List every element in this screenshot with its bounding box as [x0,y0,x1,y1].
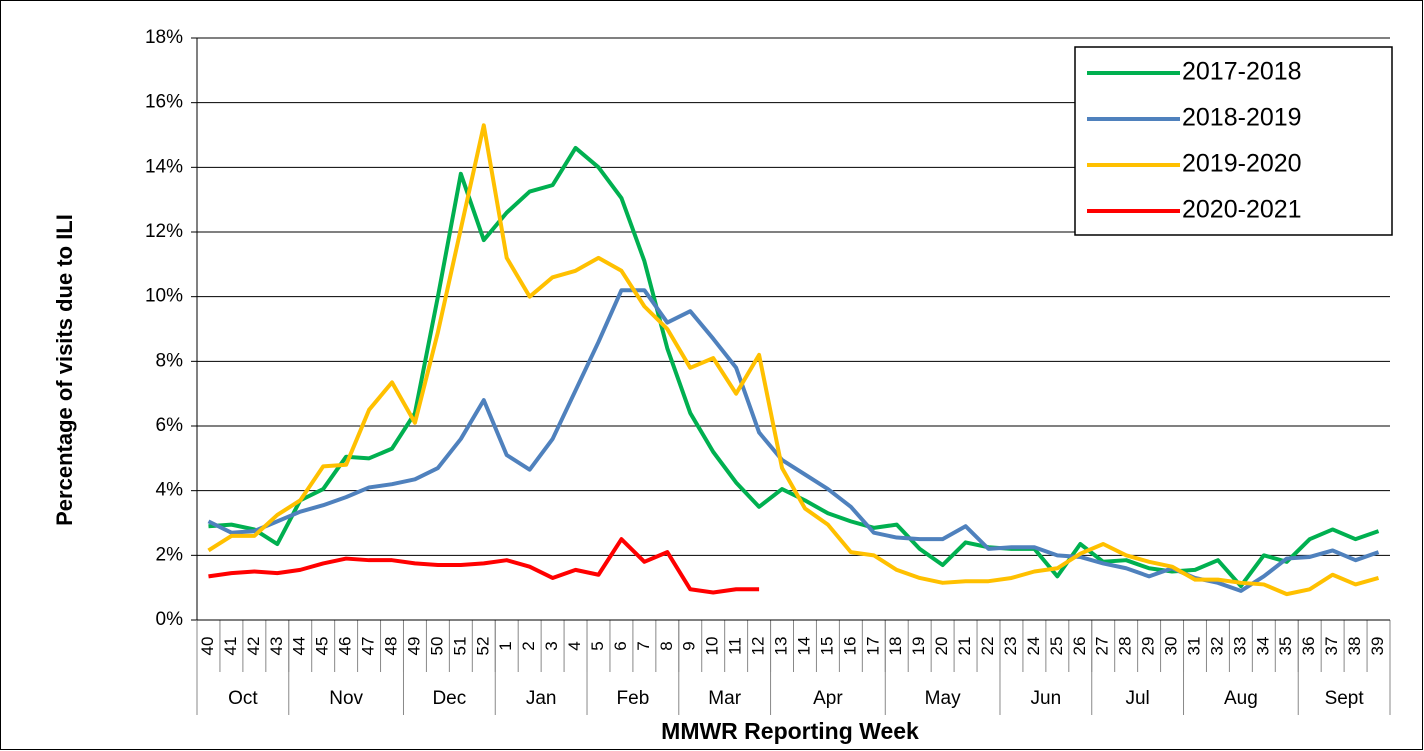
x-tick-label: 40 [198,637,217,656]
x-tick-label: 50 [427,637,446,656]
x-tick-label: 44 [290,637,309,656]
y-tick-label: 18% [145,27,183,48]
x-tick-label: 21 [955,637,974,656]
month-label: Jan [526,688,557,709]
x-tick-label: 6 [611,641,630,650]
series-line [208,537,760,595]
x-tick-label: 22 [978,637,997,656]
x-tick-label: 38 [1345,637,1364,656]
month-label: Jul [1125,688,1149,709]
month-label: Dec [432,688,466,709]
x-tick-label: 48 [381,637,400,656]
y-tick-label: 8% [156,350,184,371]
x-tick-label: 18 [886,637,905,656]
series-line [208,145,1380,589]
x-tick-label: 17 [863,637,882,656]
x-tick-label: 52 [473,637,492,656]
x-tick-label: 49 [404,637,423,656]
x-tick-label: 30 [1162,637,1181,656]
legend-label: 2018-2019 [1182,104,1302,132]
month-label: May [925,688,961,709]
x-tick-label: 12 [749,637,768,656]
x-tick-label: 34 [1253,637,1272,656]
month-label: Mar [708,688,741,709]
x-tick-label: 39 [1368,637,1387,656]
y-tick-label: 0% [156,609,184,630]
x-tick-label: 24 [1024,637,1043,656]
month-label: Aug [1224,688,1258,709]
x-tick-label: 32 [1207,637,1226,656]
x-tick-label: 31 [1184,637,1203,656]
x-tick-label: 43 [267,637,286,656]
x-tick-label: 28 [1116,637,1135,656]
x-tick-label: 3 [542,641,561,650]
y-tick-label: 2% [156,544,184,565]
x-tick-label: 51 [450,637,469,656]
y-axis-title: Percentage of visits due to ILI [52,214,77,526]
month-label: Jun [1031,688,1062,709]
legend-box [1074,46,1393,236]
month-label: Nov [329,688,363,709]
x-tick-label: 25 [1047,637,1066,656]
x-tick-label: 29 [1139,637,1158,656]
month-label: Feb [617,688,650,709]
month-label: Sept [1325,688,1365,709]
x-tick-label: 4 [565,641,584,650]
x-tick-label: 20 [932,637,951,656]
x-tick-label: 5 [588,641,607,650]
month-label: Oct [228,688,258,709]
x-tick-label: 36 [1299,637,1318,656]
x-tick-label: 27 [1093,637,1112,656]
x-tick-label: 33 [1230,637,1249,656]
x-tick-label: 46 [336,637,355,656]
x-tick-label: 1 [496,641,515,650]
x-tick-label: 15 [817,637,836,656]
y-tick-label: 16% [145,92,183,113]
x-tick-label: 7 [634,641,653,650]
x-tick-label: 47 [359,637,378,656]
y-tick-label: 14% [145,156,183,177]
legend-label: 2019-2020 [1182,150,1302,178]
x-tick-label: 35 [1276,637,1295,656]
x-tick-label: 2 [519,641,538,650]
legend-label: 2020-2021 [1182,196,1302,224]
x-tick-label: 45 [313,637,332,656]
x-tick-label: 9 [680,641,699,650]
x-tick-label: 37 [1322,637,1341,656]
x-tick-label: 14 [794,637,813,656]
x-tick-label: 11 [726,637,745,655]
x-tick-label: 16 [840,637,859,656]
x-tick-label: 8 [657,641,676,650]
x-tick-label: 19 [909,637,928,656]
x-tick-label: 26 [1070,637,1089,656]
series-line [207,123,1380,597]
legend-label: 2017-2018 [1182,58,1302,86]
x-axis-title: MMWR Reporting Week [661,718,919,744]
month-label: Apr [813,688,843,709]
x-tick-label: 13 [772,637,791,656]
y-tick-label: 4% [156,480,184,501]
x-tick-label: 10 [703,637,722,656]
x-tick-label: 41 [221,637,240,656]
y-tick-label: 6% [156,415,184,436]
y-tick-label: 12% [145,221,183,242]
y-tick-label: 10% [145,286,183,307]
x-tick-label: 23 [1001,637,1020,656]
x-tick-label: 42 [244,637,263,656]
